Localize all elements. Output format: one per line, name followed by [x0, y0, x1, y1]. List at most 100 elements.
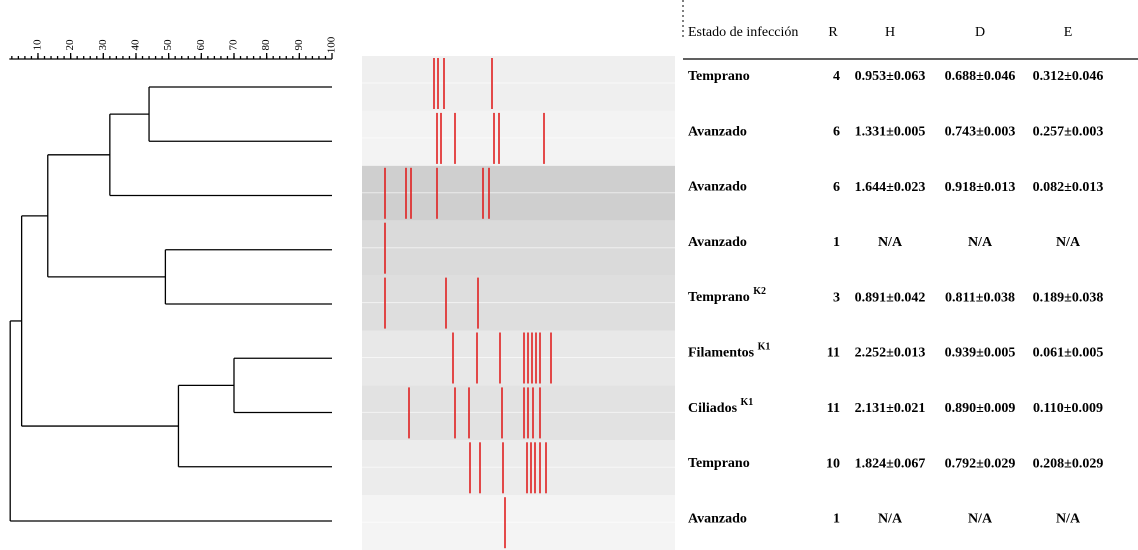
table-cell: 0.061±0.005	[1033, 346, 1104, 361]
state-label: Avanzado	[688, 125, 747, 140]
band	[539, 387, 541, 439]
table-cell: N/A	[1056, 235, 1081, 250]
table-cell: 4	[833, 69, 840, 84]
column-header: R	[828, 25, 838, 40]
band	[469, 442, 471, 494]
band	[443, 58, 445, 109]
band	[410, 167, 412, 219]
tick-label: 60	[195, 39, 207, 51]
row-state: Avanzado	[688, 125, 747, 140]
band	[454, 112, 456, 164]
table-cell: 3	[833, 290, 840, 305]
state-label: Avanzado	[688, 180, 747, 195]
table-cell: 6	[833, 180, 840, 195]
table-cell: 0.811±0.038	[945, 290, 1015, 305]
row-state: Temprano	[688, 456, 750, 471]
tick-label: 30	[97, 39, 109, 51]
band	[436, 112, 438, 164]
band	[539, 332, 541, 384]
table-cell: N/A	[968, 512, 993, 527]
band	[488, 167, 490, 219]
row-state: Filamentos K1	[688, 342, 770, 361]
band	[526, 442, 528, 494]
column-header: Estado de infección	[688, 25, 798, 40]
state-label: Avanzado	[688, 235, 747, 250]
band	[502, 442, 504, 494]
band	[384, 222, 386, 274]
row-state: Temprano	[688, 69, 750, 84]
row-state: Avanzado	[688, 180, 747, 195]
band	[543, 112, 545, 164]
gel-image	[362, 56, 675, 550]
row-state: Temprano K2	[688, 286, 766, 305]
tick-label: 100	[326, 36, 338, 53]
table: Estado de infección R H D E Temprano 4 0.953±0.…	[688, 25, 1103, 526]
table-cell: 0.792±0.029	[945, 456, 1016, 471]
band	[499, 332, 501, 384]
column-header: E	[1064, 25, 1073, 40]
tick-label: 90	[293, 39, 305, 51]
table-cell: 1.824±0.067	[855, 456, 926, 471]
table-cell: 0.743±0.003	[945, 125, 1016, 140]
band	[436, 167, 438, 219]
table-cell: 1.644±0.023	[855, 180, 926, 195]
state-label: Temprano	[688, 290, 750, 305]
band	[384, 277, 386, 329]
table-cell: 2.252±0.013	[855, 346, 926, 361]
band	[437, 58, 439, 109]
table-cell: N/A	[1056, 512, 1081, 527]
state-label: Filamentos	[688, 346, 755, 361]
band	[501, 387, 503, 439]
table-cell: 1	[833, 512, 840, 527]
band	[493, 112, 495, 164]
scale-axis: 10 20 30 40 50 60 70 80 90 100	[9, 36, 338, 60]
table-cell: 0.953±0.063	[855, 69, 926, 84]
tick-label: 80	[260, 39, 272, 51]
band	[535, 332, 537, 384]
table-cell: 0.918±0.013	[945, 180, 1016, 195]
table-cell: 0.891±0.042	[855, 290, 926, 305]
band	[504, 497, 506, 549]
table-cell: N/A	[878, 512, 903, 527]
row-state: Avanzado	[688, 235, 747, 250]
row-state: Avanzado	[688, 512, 747, 527]
table-cell: 0.939±0.005	[945, 346, 1016, 361]
band	[405, 167, 407, 219]
table-cell: 11	[827, 346, 840, 361]
band	[433, 58, 435, 109]
state-label: Temprano	[688, 456, 750, 471]
state-label: Temprano	[688, 69, 750, 84]
band	[468, 387, 470, 439]
table-cell: 0.189±0.038	[1033, 290, 1104, 305]
band	[523, 387, 525, 439]
band	[454, 387, 456, 439]
band	[545, 442, 547, 494]
band	[476, 332, 478, 384]
band	[523, 332, 525, 384]
table-cell: 10	[826, 456, 840, 471]
band	[452, 332, 454, 384]
band	[384, 167, 386, 219]
band	[445, 277, 447, 329]
band	[527, 332, 529, 384]
state-label: Avanzado	[688, 512, 747, 527]
table-cell: N/A	[968, 235, 993, 250]
table-cell: 11	[827, 401, 840, 416]
state-note: K1	[741, 397, 754, 408]
table-cell: 6	[833, 125, 840, 140]
table-cell: 0.110±0.009	[1033, 401, 1103, 416]
band	[527, 387, 529, 439]
band	[477, 277, 479, 329]
tick-label: 10	[32, 39, 44, 51]
table-cell: 1	[833, 235, 840, 250]
tick-label: 20	[64, 39, 76, 51]
band	[408, 387, 410, 439]
table-cell: 0.082±0.013	[1033, 180, 1104, 195]
band	[440, 112, 442, 164]
band	[479, 442, 481, 494]
row-state: Ciliados K1	[688, 397, 753, 416]
table-cell: N/A	[878, 235, 903, 250]
band	[530, 442, 532, 494]
